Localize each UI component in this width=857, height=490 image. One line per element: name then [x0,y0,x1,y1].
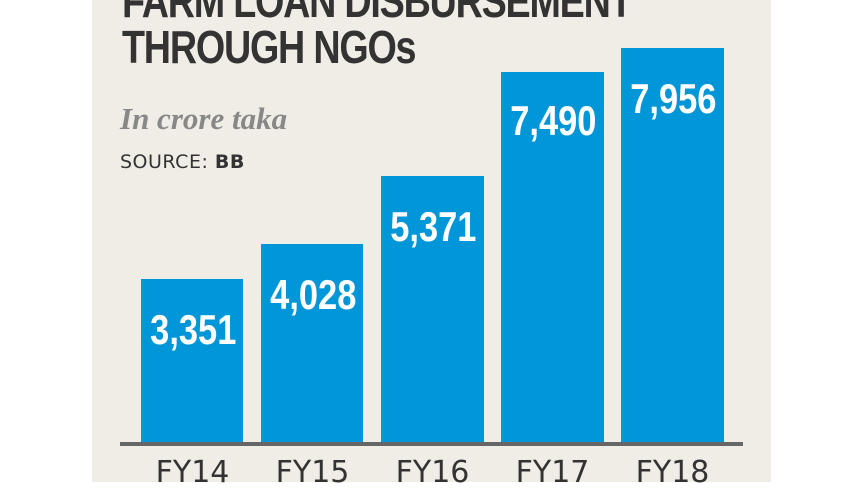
bar-fy17: 7,490 [501,72,604,443]
x-label-fy18: FY18 [635,455,710,490]
bar-value-label: 3,351 [150,306,237,353]
bar-fy18: 7,956 [621,48,724,443]
chart-subtitle: In crore taka [120,101,288,136]
source-value: BB [214,151,245,173]
bar-value-label: 7,956 [630,75,717,122]
chart-title: FARM LOAN DISBURSEMENT THROUGH NGOs [122,0,633,73]
bar-value-label: 4,028 [270,271,357,318]
x-label-fy17: FY17 [515,455,590,490]
source-label: SOURCE: [120,151,209,173]
title-line-2: THROUGH NGOs [122,21,417,73]
bar-fy14: 3,351 [141,279,243,443]
bar-value-label: 5,371 [390,203,477,250]
bar-value-label: 7,490 [510,97,597,144]
chart-source: SOURCE: BB [120,150,245,174]
bar-fy15: 4,028 [261,244,363,443]
x-label-fy14: FY14 [155,455,230,490]
x-label-fy15: FY15 [275,455,350,490]
title-line-1: FARM LOAN DISBURSEMENT [122,0,633,27]
bar-fy16: 5,371 [381,176,484,443]
x-label-fy16: FY16 [395,455,470,490]
x-axis-baseline [120,442,743,446]
